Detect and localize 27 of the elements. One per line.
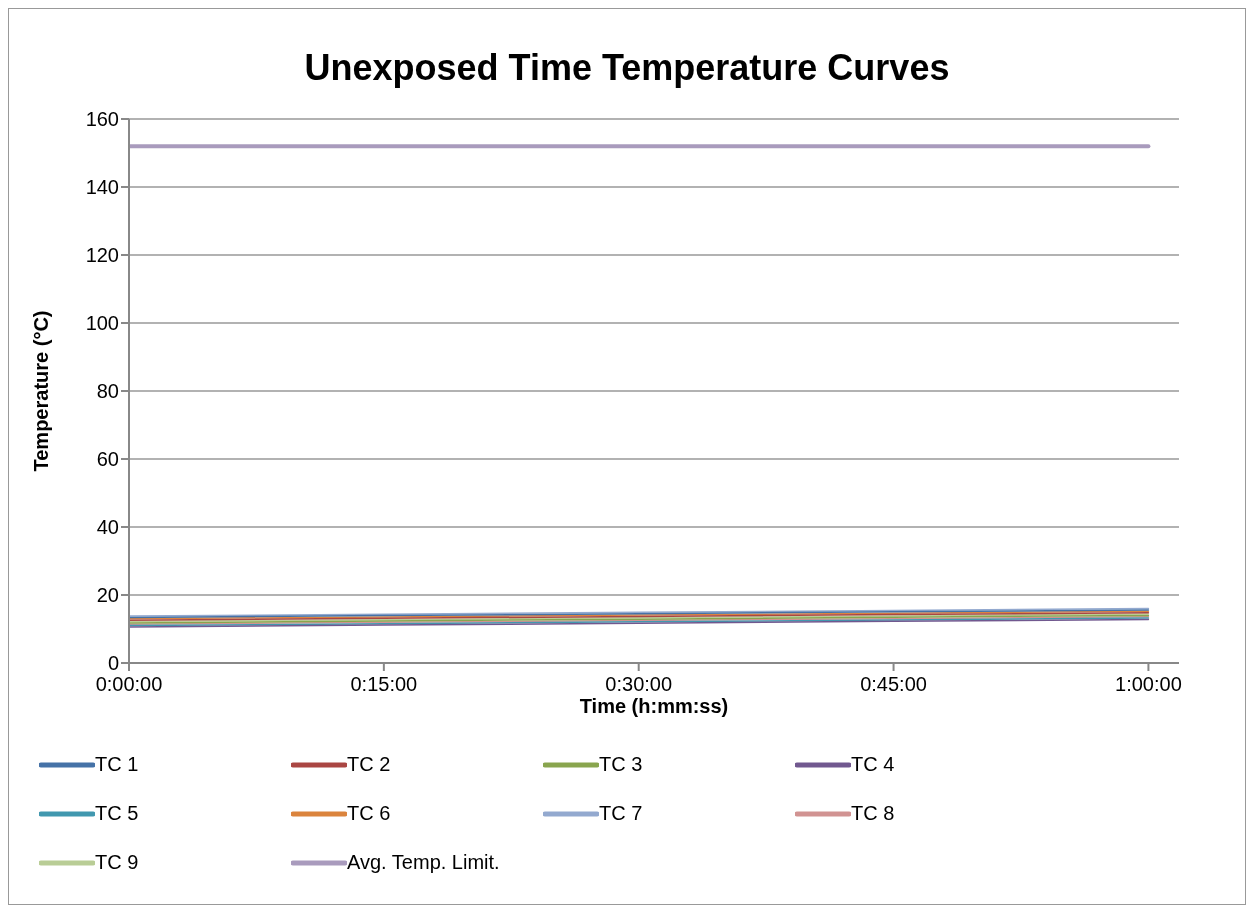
y-tick-label: 0: [107, 652, 119, 675]
legend-label: TC 9: [95, 851, 139, 874]
x-tick-label: 0:30:00: [605, 673, 673, 696]
y-tick-label: 60: [96, 448, 119, 471]
y-tick-label: 20: [96, 584, 119, 607]
y-axis-title: Temperature (°C): [30, 310, 53, 472]
y-tick-label: 120: [85, 244, 119, 267]
legend-label: TC 2: [347, 753, 391, 776]
legend-label: TC 5: [95, 802, 139, 825]
legend-label: TC 7: [599, 802, 643, 825]
x-tick-label: 0:15:00: [350, 673, 418, 696]
x-axis-title: Time (h:mm:ss): [579, 695, 729, 717]
chart-title: Unexposed Time Temperature Curves: [303, 47, 951, 89]
legend-label: TC 8: [851, 802, 895, 825]
x-tick-label: 0:45:00: [860, 673, 927, 696]
legend-label: Avg. Temp. Limit.: [347, 851, 500, 874]
legend-label: TC 6: [347, 802, 391, 825]
legend-label: TC 3: [599, 753, 643, 776]
y-tick-label: 100: [85, 312, 119, 335]
legend-label: TC 4: [851, 753, 895, 776]
y-tick-label: 80: [96, 380, 119, 403]
x-tick-label: 0:00:00: [95, 673, 163, 696]
y-tick-label: 160: [85, 108, 119, 131]
y-tick-label: 40: [96, 516, 119, 539]
legend-label: TC 1: [95, 753, 139, 776]
x-tick-label: 1:00:00: [1115, 673, 1182, 696]
y-tick-label: 140: [85, 176, 119, 199]
